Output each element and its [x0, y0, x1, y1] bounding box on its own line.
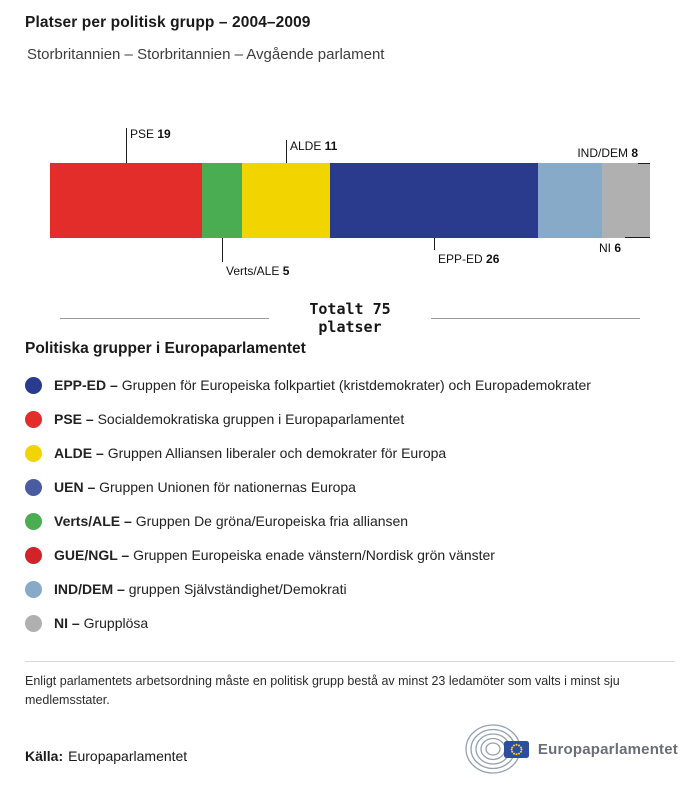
legend-item: NI – Grupplösa [25, 606, 591, 640]
callout-label-pse: PSE 19 [130, 127, 171, 141]
legend-item: Verts/ALE – Gruppen De gröna/Europeiska … [25, 504, 591, 538]
legend-color-dot [25, 376, 42, 394]
legend-item-label: ALDE – Gruppen Alliansen liberaler och d… [54, 445, 447, 461]
legend-item: IND/DEM – gruppen Självständighet/Demokr… [25, 572, 591, 606]
callouts-bottom: Verts/ALE 5 EPP-ED 26 NI 6 [50, 237, 650, 288]
page-subtitle: Storbritannien – Storbritannien – Avgåen… [27, 46, 385, 63]
legend-color-dot [25, 478, 42, 496]
legend-item-label: Verts/ALE – Gruppen De gröna/Europeiska … [54, 513, 409, 529]
footnote: Enligt parlamentets arbetsordning måste … [25, 674, 620, 708]
bar-segment-ni [602, 163, 650, 238]
source-label: Källa: [25, 748, 64, 764]
source-value: Europaparlamentet [68, 748, 188, 764]
bar-segment-verts-ale [202, 163, 242, 238]
legend-color-dot [25, 614, 42, 632]
legend-color-dot [25, 546, 42, 564]
legend-color-dot [25, 444, 42, 462]
divider-line-left [60, 317, 270, 319]
callout-label-ni: NI 6 [598, 241, 621, 255]
callout-label-verts-ale: Verts/ALE 5 [226, 264, 290, 278]
legend-item: ALDE – Gruppen Alliansen liberaler och d… [25, 436, 591, 470]
callout-label-epp-ed: EPP-ED 26 [438, 252, 500, 266]
total-line1: Totalt 75 [309, 300, 391, 318]
seats-chart: PSE 19 ALDE 11 IND/DEM 8 Verts/ALE 5 EPP-ED… [50, 120, 650, 288]
legend-item-label: UEN – Gruppen Unionen för nationernas Eu… [54, 479, 356, 495]
legend-item-label: EPP-ED – Gruppen för Europeiska folkpart… [54, 377, 591, 393]
callout-line-epp-ed [434, 238, 435, 250]
stacked-bar [50, 163, 650, 238]
europarl-logo-icon [465, 724, 529, 774]
legend-color-dot [25, 410, 42, 428]
callout-line-verts-ale [222, 238, 223, 262]
legend-heading: Politiska grupper i Europaparlamentet [25, 340, 306, 357]
bar-segment-alde [242, 163, 330, 238]
total-seats: Totalt 75 platser [60, 300, 640, 336]
callout-label-ind-dem: IND/DEM 8 [577, 146, 638, 160]
legend-color-dot [25, 580, 42, 598]
footnote-divider [25, 661, 675, 662]
callout-line-ind-dem [638, 163, 650, 164]
bar-segment-epp-ed [330, 163, 538, 238]
callout-label-alde: ALDE 11 [289, 139, 338, 153]
legend-item-label: IND/DEM – gruppen Självständighet/Demokr… [54, 581, 347, 597]
legend-list: EPP-ED – Gruppen för Europeiska folkpart… [25, 368, 591, 640]
legend-item-label: NI – Grupplösa [54, 615, 149, 631]
divider-line-right [430, 317, 640, 319]
total-line2: platser [318, 318, 382, 336]
bar-segment-ind-dem [538, 163, 602, 238]
legend-item-label: PSE – Socialdemokratiska gruppen i Europ… [54, 411, 405, 427]
source: Källa: Europaparlamentet [25, 748, 187, 764]
legend-item: UEN – Gruppen Unionen för nationernas Eu… [25, 470, 591, 504]
legend-color-dot [25, 512, 42, 530]
bar-segment-pse [50, 163, 202, 238]
callout-line-pse [126, 128, 127, 163]
callout-line-alde [286, 140, 287, 163]
page-title: Platser per politisk grupp – 2004–2009 [25, 14, 311, 31]
legend-item: GUE/NGL – Gruppen Europeiska enade vänst… [25, 538, 591, 572]
callouts-top: PSE 19 ALDE 11 IND/DEM 8 [50, 120, 650, 164]
europarl-logo-text: Europaparlamentet [537, 740, 678, 758]
callout-line-ni [625, 237, 650, 238]
legend-item-label: GUE/NGL – Gruppen Europeiska enade vänst… [54, 547, 495, 563]
total-seats-label: Totalt 75 platser [269, 300, 430, 336]
europarl-logo: Europaparlamentet [463, 722, 678, 776]
legend-item: EPP-ED – Gruppen för Europeiska folkpart… [25, 368, 591, 402]
legend-item: PSE – Socialdemokratiska gruppen i Europ… [25, 402, 591, 436]
